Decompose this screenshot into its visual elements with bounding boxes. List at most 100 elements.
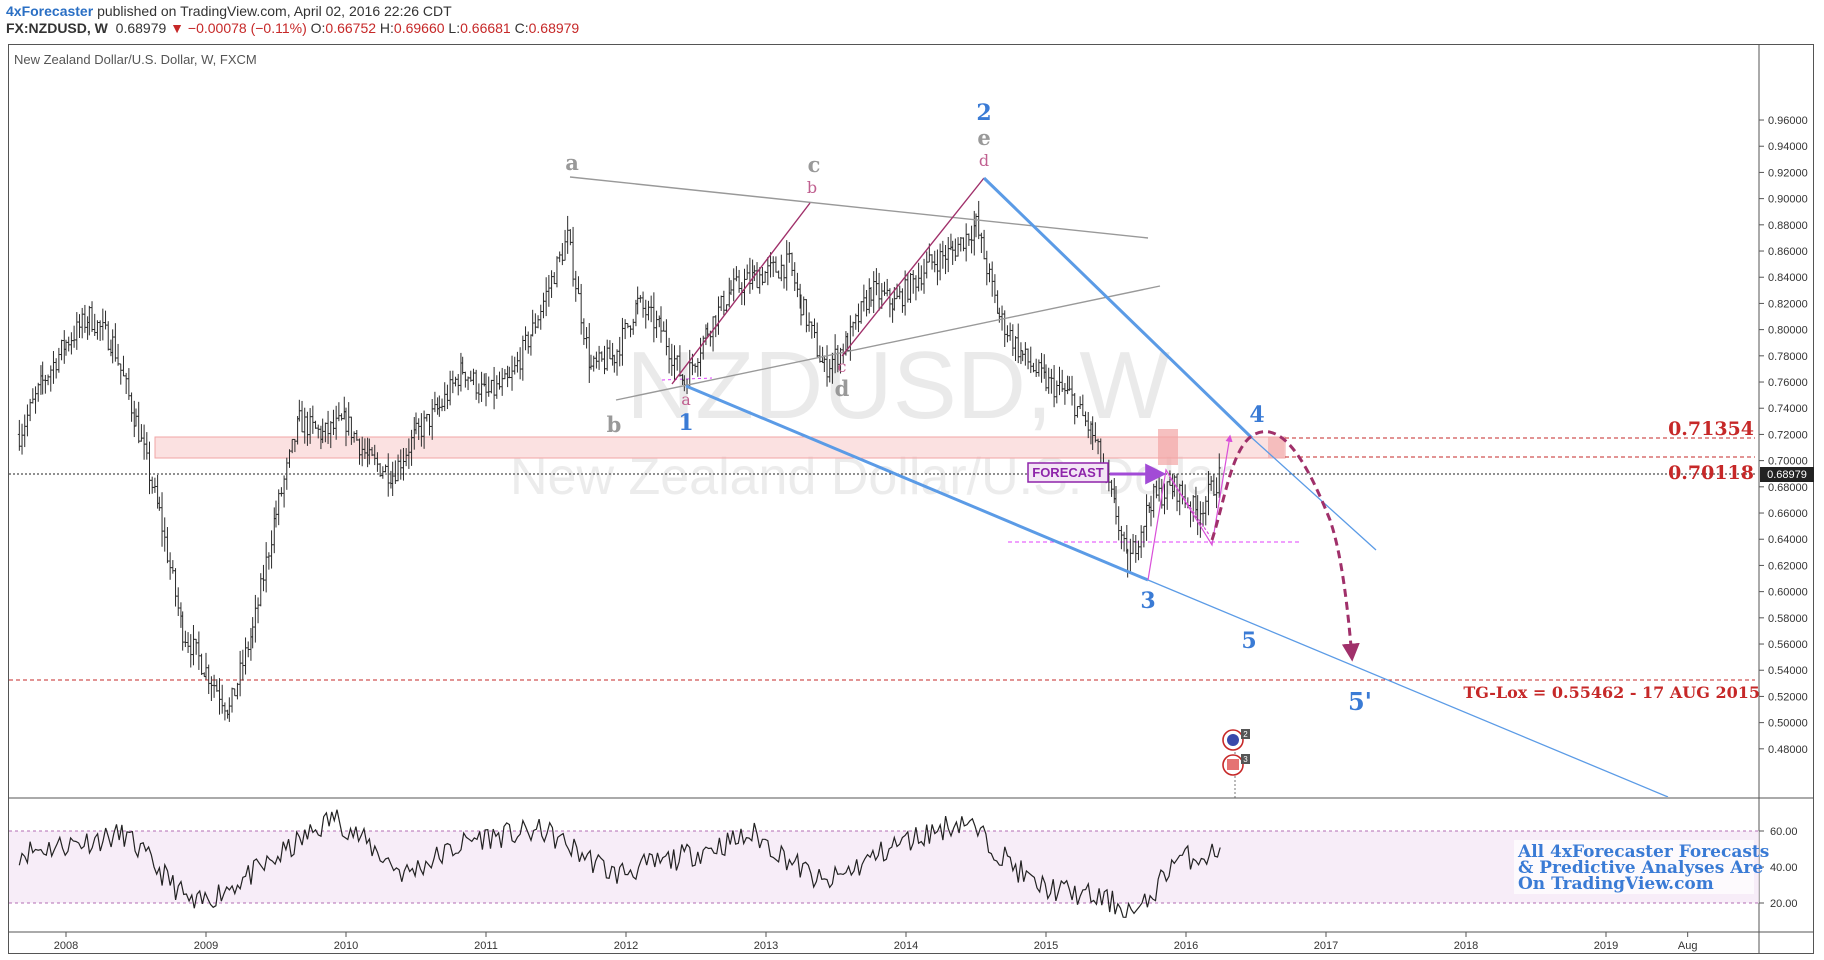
price-tick-label: 0.82000 [1768,298,1808,310]
time-tick-label: Aug [1678,940,1698,952]
wave-label-2: 2 [976,100,991,126]
promo-text: All 4xForecaster Forecasts & Predictive … [1514,840,1769,894]
price-axis[interactable]: 0.96000 0.94000 0.92000 0.90000 0.88000 0.860… [1759,115,1808,756]
price-tick-label: 0.76000 [1768,377,1808,389]
wave-labels: a b c d e a b c d 1 2 3 4 5 5' [565,100,1372,716]
projection-zigzag [1147,434,1233,581]
current-price-tag [1760,467,1814,482]
price-tick-label: 0.70000 [1768,456,1808,468]
time-tick-label: 2016 [1174,940,1198,952]
resistance-zone [154,436,1286,459]
price-tick-label: 0.84000 [1768,272,1808,284]
open-value: 0.66752 [325,20,377,36]
rsi-tick-label: 20.00 [1770,898,1798,910]
main-pane [9,176,1755,797]
triangle-upper-line[interactable] [569,176,1149,239]
price-tick-label: 0.50000 [1768,718,1808,730]
badge-count-box-2 [1241,754,1250,764]
nz-flag-icon-fill [1227,734,1239,746]
wave-label-3: 3 [1140,588,1155,614]
price-tick-label: 0.66000 [1768,508,1808,520]
price-bars [17,200,1221,722]
high-value: 0.69660 [393,20,445,36]
wave-label-gray-e: e [977,125,990,150]
chart-frame [8,44,1814,954]
target-level-label: TG-Lox = 0.55462 - 17 AUG 2015 [1463,683,1760,702]
event-badges[interactable]: 2 3 [1222,729,1250,800]
level-upper-label: 0.71354 [1668,418,1754,440]
rsi-axis: 60.00 40.00 20.00 [1759,826,1798,910]
price-tick-label: 0.72000 [1768,429,1808,441]
time-tick-label: 2008 [54,940,78,952]
forecast-box[interactable] [1027,462,1109,483]
resistance-zone-edge [1268,437,1284,458]
rsi-line [18,809,1221,918]
wedge-upper-line-thick[interactable] [982,176,1254,440]
wave-label-gray-b: b [607,412,622,437]
rsi-pane[interactable]: 60.00 40.00 20.00 [9,809,1798,918]
price-tick-label: 0.86000 [1768,246,1808,258]
wedge-lower-line-thick[interactable] [685,384,1149,582]
close-label: C: [514,20,529,36]
price-tick-label: 0.62000 [1768,560,1808,572]
time-axis[interactable]: 2008 2009 2010 2011 2012 2013 2014 2015 2016 2017… [54,932,1698,952]
last-price: 0.68979 [115,20,167,36]
wave-label-gray-d: d [835,376,850,401]
price-change: ▼ −0.00078 (−0.11%) [170,20,307,36]
time-tick-label: 2014 [894,940,918,952]
wave-label-gray-a: a [565,150,579,175]
forecast-wave-path[interactable] [1210,430,1360,662]
chart-header: 4xForecaster published on TradingView.co… [0,0,1824,42]
publisher-link[interactable]: 4xForecaster [6,3,94,19]
forecast-label: FORECAST [1032,465,1104,480]
wave-label-5: 5 [1241,628,1256,654]
wave-label-1: 1 [678,410,693,436]
badge-count-box-1 [1241,729,1250,739]
projection-dashed [1169,477,1211,537]
triangle-lower-line[interactable] [615,285,1161,401]
wave-label-pink-a: a [681,390,691,409]
close-value: 0.68979 [528,20,580,36]
price-tick-label: 0.90000 [1768,194,1808,206]
promo-line-1: All 4xForecaster Forecasts [1517,842,1769,862]
publish-line: 4xForecaster published on TradingView.co… [6,3,452,19]
open-label: O: [310,20,326,36]
time-tick-label: 2011 [474,940,498,952]
wave-label-pink-c: c [838,357,847,376]
time-tick-label: 2010 [334,940,358,952]
pink-channel-line-2[interactable] [841,177,985,357]
rsi-tick-label: 40.00 [1770,862,1798,874]
price-tick-label: 0.94000 [1768,141,1808,153]
price-tick-label: 0.88000 [1768,220,1808,232]
price-tick-label: 0.58000 [1768,613,1808,625]
time-tick-label: 2013 [754,940,778,952]
wave-label-pink-d: d [979,151,989,170]
chart-title: New Zealand Dollar/U.S. Dollar, W, FXCM [14,52,257,67]
high-label: H: [379,20,394,36]
rsi-band [9,831,1759,903]
promo-bg [1514,840,1754,894]
promo-line-2: & Predictive Analyses Are [1518,858,1763,878]
price-tick-label: 0.68000 [1768,482,1808,494]
price-tick-label: 0.54000 [1768,665,1808,677]
resistance-zone-marker [1158,429,1178,465]
us-flag-icon-fill [1227,759,1239,770]
badge-count-1: 2 [1243,730,1248,739]
watermark-symbol: NZDUSD, W [626,332,1170,439]
wave-label-5-prime: 5' [1348,687,1372,716]
ohlc-line: FX:NZDUSD, W 0.68979 ▼ −0.00078 (−0.11%)… [6,20,579,36]
time-tick-label: 2015 [1034,940,1058,952]
time-tick-label: 2017 [1314,940,1338,952]
pink-channel-line-1[interactable] [671,202,811,385]
level-lower-label: 0.70118 [1668,462,1754,484]
rsi-tick-label: 60.00 [1770,826,1798,838]
price-tick-label: 0.52000 [1768,691,1808,703]
wave-label-4: 4 [1249,402,1264,428]
price-tick-label: 0.56000 [1768,639,1808,651]
published-text: published on TradingView.com, April 02, … [97,3,452,19]
wedge-upper-line-extension[interactable] [1251,437,1377,551]
wedge-lower-line-extension[interactable] [1147,579,1669,797]
price-tick-label: 0.64000 [1768,534,1808,546]
price-tick-label: 0.92000 [1768,167,1808,179]
